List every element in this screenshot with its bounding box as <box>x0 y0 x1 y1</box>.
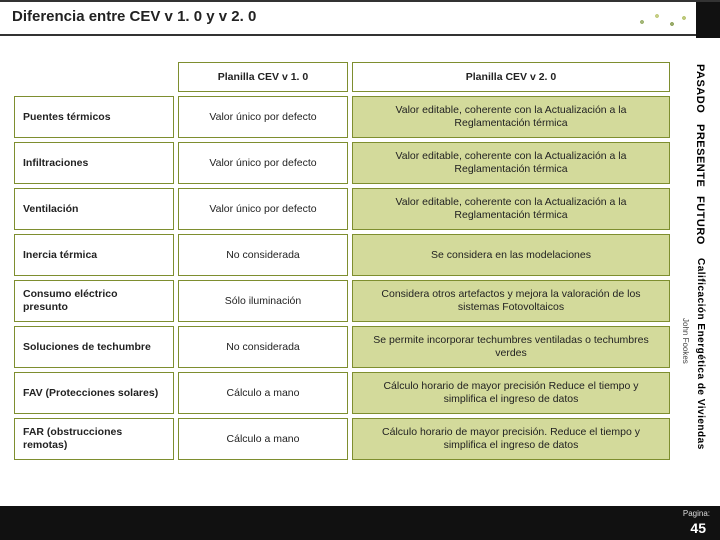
table-row: Puentes térmicos Valor único por defecto… <box>14 96 670 138</box>
v1-cell: No considerada <box>178 234 348 276</box>
v2-cell: Valor editable, coherente con la Actuali… <box>352 96 670 138</box>
corner-block <box>696 2 720 38</box>
table-row: FAV (Protecciones solares) Cálculo a man… <box>14 372 670 414</box>
table-row: FAR (obstrucciones remotas) Cálculo a ma… <box>14 418 670 460</box>
table-row: Infiltraciones Valor único por defecto V… <box>14 142 670 184</box>
row-label: FAV (Protecciones solares) <box>14 372 174 414</box>
sidelabel-presente: PRESENTE <box>694 124 706 187</box>
pagina-label: Pagina: <box>683 509 710 518</box>
slide: Diferencia entre CEV v 1. 0 y v 2. 0 Pla… <box>0 0 720 540</box>
v2-cell: Se permite incorporar techumbres ventila… <box>352 326 670 368</box>
v1-cell: No considerada <box>178 326 348 368</box>
footer-bar: Pagina: 45 <box>0 506 720 540</box>
header-v1: Planilla CEV v 1. 0 <box>178 62 348 92</box>
title-bar: Diferencia entre CEV v 1. 0 y v 2. 0 <box>0 0 720 36</box>
row-label: Inercia térmica <box>14 234 174 276</box>
table-row: Consumo eléctrico presunto Sólo iluminac… <box>14 280 670 322</box>
table-row: Soluciones de techumbre No considerada S… <box>14 326 670 368</box>
corner-decoration <box>632 12 692 38</box>
v1-cell: Sólo iluminación <box>178 280 348 322</box>
sidelabel-calificacion: Calificación Energética de Viviendas <box>695 258 706 450</box>
row-label: Infiltraciones <box>14 142 174 184</box>
header-blank <box>14 62 174 92</box>
v2-cell: Se considera en las modelaciones <box>352 234 670 276</box>
header-v2: Planilla CEV v 2. 0 <box>352 62 670 92</box>
v1-cell: Valor único por defecto <box>178 188 348 230</box>
sidelabel-pasado: PASADO <box>694 64 706 113</box>
v2-cell: Cálculo horario de mayor precisión. Redu… <box>352 418 670 460</box>
v1-cell: Cálculo a mano <box>178 372 348 414</box>
v2-cell: Valor editable, coherente con la Actuali… <box>352 142 670 184</box>
v2-cell: Cálculo horario de mayor precisión Reduc… <box>352 372 670 414</box>
sidelabel-author: John Fookes <box>681 318 690 364</box>
content-area: Planilla CEV v 1. 0 Planilla CEV v 2. 0 … <box>0 36 720 464</box>
v1-cell: Valor único por defecto <box>178 96 348 138</box>
row-label: Soluciones de techumbre <box>14 326 174 368</box>
table-row: Inercia térmica No considerada Se consid… <box>14 234 670 276</box>
v1-cell: Cálculo a mano <box>178 418 348 460</box>
table-header-row: Planilla CEV v 1. 0 Planilla CEV v 2. 0 <box>14 62 670 92</box>
v2-cell: Considera otros artefactos y mejora la v… <box>352 280 670 322</box>
row-label: Consumo eléctrico presunto <box>14 280 174 322</box>
row-label: FAR (obstrucciones remotas) <box>14 418 174 460</box>
slide-title: Diferencia entre CEV v 1. 0 y v 2. 0 <box>12 8 256 25</box>
v1-cell: Valor único por defecto <box>178 142 348 184</box>
comparison-table: Planilla CEV v 1. 0 Planilla CEV v 2. 0 … <box>10 58 674 464</box>
sidelabel-futuro: FUTURO <box>694 196 706 245</box>
row-label: Ventilación <box>14 188 174 230</box>
row-label: Puentes térmicos <box>14 96 174 138</box>
page-number: 45 <box>690 520 706 536</box>
table-row: Ventilación Valor único por defecto Valo… <box>14 188 670 230</box>
v2-cell: Valor editable, coherente con la Actuali… <box>352 188 670 230</box>
